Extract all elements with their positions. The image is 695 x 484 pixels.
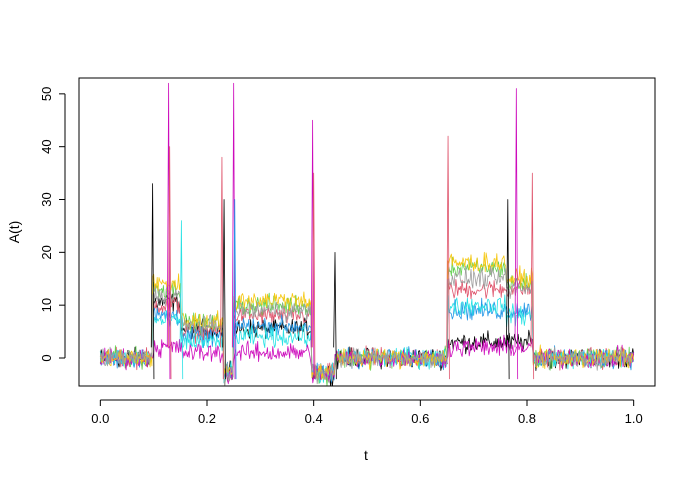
series-line [99, 265, 634, 386]
x-tick-label: 0.0 [91, 411, 109, 426]
spike-mark [514, 88, 519, 380]
y-tick-label: 40 [39, 139, 54, 153]
y-tick-label: 20 [39, 245, 54, 259]
x-axis: 0.0 0.2 0.4 0.6 0.8 1.0 [91, 399, 643, 426]
x-tick-label: 0.8 [518, 411, 536, 426]
spike-mark [530, 172, 535, 380]
spike-mark [310, 119, 315, 380]
spike-mark [179, 220, 184, 380]
series-layer [99, 82, 635, 386]
spike-mark [166, 82, 171, 380]
plot-frame [78, 77, 656, 387]
y-axis-label: A(t) [6, 221, 22, 244]
y-tick-label: 30 [39, 192, 54, 206]
spike-mark [231, 82, 236, 380]
x-tick-label: 0.2 [198, 411, 216, 426]
spike-mark [446, 135, 450, 380]
x-tick-label: 1.0 [625, 411, 643, 426]
spike-mark [311, 172, 316, 380]
x-tick-label: 0.6 [411, 411, 429, 426]
y-tick-label: 0 [39, 354, 54, 361]
y-axis: 0 10 20 30 40 50 [39, 87, 66, 362]
y-tick-label: 50 [39, 87, 54, 101]
x-axis-label: t [364, 447, 368, 463]
y-tick-label: 10 [39, 298, 54, 312]
spike-mark [233, 199, 237, 380]
spike-mark [150, 183, 155, 380]
spike-mark [167, 146, 172, 380]
spike-mark [506, 199, 510, 380]
spike-mark [222, 199, 226, 380]
spike-mark [333, 251, 337, 380]
x-tick-label: 0.4 [305, 411, 323, 426]
